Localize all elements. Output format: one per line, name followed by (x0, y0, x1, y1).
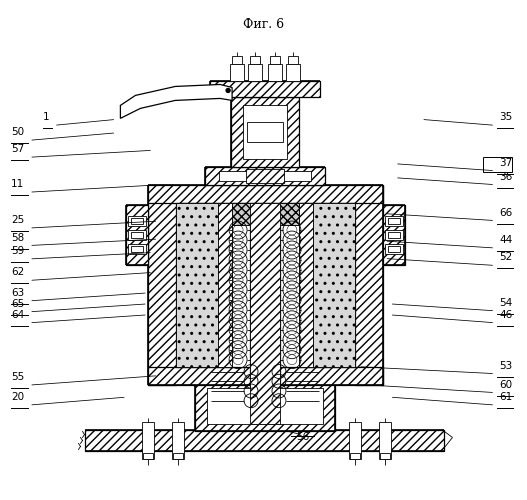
Bar (131, 218, 143, 224)
Text: 55: 55 (11, 372, 24, 382)
Bar (379, 422, 391, 460)
Bar (148, 185, 176, 384)
Text: 56: 56 (296, 432, 309, 442)
Bar (388, 218, 399, 224)
Text: 61: 61 (500, 392, 513, 402)
Bar (126, 205, 148, 265)
Text: 60: 60 (500, 380, 513, 390)
Bar (248, 64, 262, 82)
Bar (230, 64, 244, 82)
Text: 50: 50 (11, 128, 24, 138)
Text: 64: 64 (11, 310, 24, 320)
Text: 63: 63 (11, 288, 24, 298)
Bar (483, 157, 512, 172)
Text: 58: 58 (11, 232, 24, 242)
Bar (85, 430, 444, 452)
Bar (246, 169, 284, 183)
Bar (176, 203, 218, 366)
Text: 37: 37 (500, 158, 513, 168)
Bar (385, 216, 403, 226)
Bar (388, 232, 399, 238)
Text: 25: 25 (11, 215, 24, 225)
Bar (250, 203, 280, 424)
Bar (129, 244, 147, 254)
Bar (232, 225, 299, 366)
Bar (129, 230, 147, 240)
Bar (379, 454, 389, 460)
Text: 36: 36 (500, 172, 513, 181)
Bar (350, 454, 360, 460)
Bar (247, 122, 283, 142)
Text: 54: 54 (500, 298, 513, 308)
Bar (143, 454, 153, 460)
Bar (210, 82, 320, 98)
Text: 57: 57 (11, 144, 24, 154)
Text: 46: 46 (500, 310, 513, 320)
Bar (172, 422, 184, 460)
Bar (243, 106, 287, 160)
Bar (142, 422, 154, 460)
Polygon shape (120, 84, 232, 118)
Bar (195, 380, 335, 432)
Bar (349, 422, 360, 460)
Bar (219, 171, 311, 181)
Text: 20: 20 (11, 392, 24, 402)
Bar (231, 98, 299, 167)
Text: 65: 65 (11, 299, 24, 309)
Text: 59: 59 (11, 246, 24, 256)
Bar (232, 203, 299, 225)
Bar (268, 64, 282, 82)
Bar (388, 246, 399, 252)
Text: 52: 52 (500, 252, 513, 262)
Bar (355, 185, 383, 384)
Bar (270, 56, 280, 64)
Bar (385, 230, 403, 240)
Bar (286, 64, 300, 82)
Text: 11: 11 (11, 179, 24, 189)
Bar (207, 388, 323, 424)
Bar (313, 203, 355, 366)
Bar (148, 366, 383, 384)
Bar (205, 167, 325, 185)
Bar (385, 244, 403, 254)
Bar (148, 185, 383, 203)
Bar (131, 232, 143, 238)
Bar (232, 56, 242, 64)
Text: 44: 44 (500, 235, 513, 245)
Bar (288, 56, 298, 64)
Text: 66: 66 (500, 208, 513, 218)
Text: 1: 1 (43, 112, 50, 122)
Bar (173, 454, 183, 460)
Text: 53: 53 (500, 360, 513, 370)
Text: 35: 35 (500, 112, 513, 122)
Bar (250, 56, 260, 64)
Bar (129, 216, 147, 226)
Bar (383, 205, 405, 265)
Text: Фиг. 6: Фиг. 6 (243, 18, 284, 31)
Circle shape (226, 88, 230, 92)
Bar (299, 203, 313, 366)
Text: 62: 62 (11, 268, 24, 278)
Bar (218, 203, 232, 366)
Bar (131, 246, 143, 252)
